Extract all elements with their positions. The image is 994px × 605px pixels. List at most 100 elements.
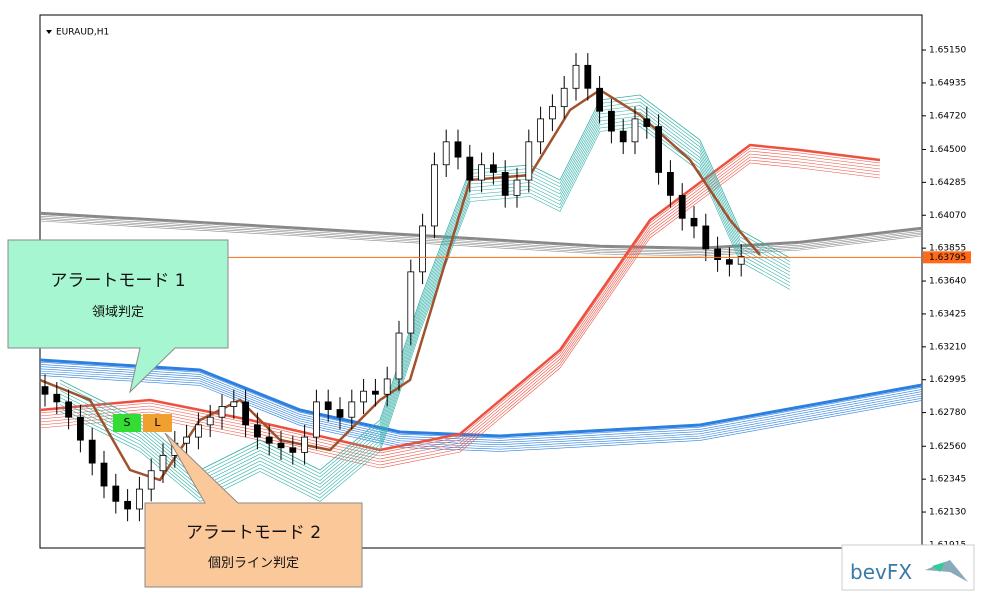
candle-body: [41, 386, 49, 395]
indicator-line: [39, 220, 923, 257]
candle-body: [442, 141, 450, 166]
candle-body: [619, 130, 627, 143]
candle-body: [336, 409, 344, 418]
indicator-line: [39, 147, 881, 454]
candle-body: [631, 118, 639, 143]
candle-body: [454, 141, 462, 158]
candle-body: [348, 401, 356, 418]
y-tick-label: 1.64070: [929, 211, 966, 221]
candle-body: [489, 164, 497, 173]
y-tick-label: 1.63210: [929, 342, 966, 352]
price-label: 1.63795: [929, 253, 966, 263]
symbol-label: EURAUD,H1: [56, 28, 109, 38]
candle-body: [88, 439, 96, 464]
candle-body: [549, 106, 556, 120]
candle-body: [702, 225, 710, 250]
y-tick-label: 1.63855: [929, 244, 966, 254]
candle-body: [360, 390, 368, 403]
y-tick-label: 1.62130: [929, 508, 966, 518]
indicator-line: [39, 370, 923, 448]
candle-body: [407, 271, 415, 334]
y-tick-label: 1.63425: [929, 309, 966, 319]
candle-body: [678, 194, 686, 219]
indicator-line: [39, 368, 923, 446]
indicator-line: [39, 361, 923, 439]
candle-body: [655, 126, 662, 173]
logo-text: bevFX: [850, 560, 913, 584]
candle-body: [147, 470, 155, 490]
y-tick-label: 1.62780: [929, 408, 966, 418]
candle-body: [395, 332, 403, 380]
candle-body: [218, 406, 226, 418]
y-tick-label: 1.64720: [929, 111, 966, 121]
long-button[interactable]: L: [143, 414, 172, 432]
candle-body: [584, 64, 592, 89]
candle-body: [419, 225, 427, 273]
short-button[interactable]: S: [113, 414, 141, 432]
symbol-menu-arrow[interactable]: [46, 30, 52, 34]
candle-body: [100, 462, 108, 487]
indicator-line: [39, 217, 923, 254]
candle-body: [289, 447, 297, 453]
y-tick-label: 1.62345: [929, 475, 966, 485]
y-tick-label: 1.62560: [929, 442, 966, 452]
indicator-line: [39, 211, 923, 250]
candle-body: [65, 401, 72, 418]
candle-body: [501, 172, 509, 196]
candle-body: [159, 455, 167, 472]
candle-body: [135, 488, 143, 510]
indicator-line: [39, 364, 923, 441]
price-label-box: [923, 251, 971, 264]
indicator-line: [39, 88, 761, 482]
candle-body: [608, 110, 615, 132]
y-tick-label: 1.63640: [929, 277, 966, 287]
callout-1-subtitle: 領域判定: [91, 305, 144, 320]
candle-body: [596, 87, 603, 112]
candle-body: [312, 401, 320, 438]
candle-body: [537, 118, 544, 143]
y-tick-label: 1.64285: [929, 178, 966, 188]
indicator-line: [39, 214, 923, 250]
candle-body: [513, 179, 521, 196]
candle-body: [124, 500, 131, 510]
callout-2-title: アラートモード 2: [185, 523, 322, 543]
candle-body: [230, 401, 238, 407]
candle-body: [77, 416, 84, 441]
candle-body: [194, 424, 202, 438]
callout-1-title: アラートモード 1: [50, 271, 186, 291]
candle-body: [714, 248, 721, 261]
candle-body: [277, 442, 285, 449]
candle-body: [466, 156, 474, 181]
logo-leaf: [932, 562, 945, 572]
candle-body: [112, 485, 120, 502]
y-tick-label: 1.64500: [929, 145, 966, 155]
candle-body: [478, 164, 486, 181]
logo-bird: [925, 560, 968, 582]
indicator-line: [39, 150, 881, 457]
indicator-line: [39, 358, 923, 438]
candle-body: [242, 401, 250, 426]
candle-body: [371, 390, 379, 395]
candle-body: [572, 64, 580, 89]
indicator-line: [39, 219, 923, 255]
candle-body: [560, 87, 568, 108]
y-tick-label: 1.64935: [929, 78, 966, 88]
candle-body: [430, 164, 438, 227]
candle-body: [667, 172, 674, 196]
indicator-line: [39, 366, 923, 443]
callout-1-box: [7, 239, 229, 394]
candle-body: [726, 259, 733, 265]
y-tick-label: 1.62995: [929, 375, 966, 385]
candle-body: [53, 393, 61, 403]
candle-body: [737, 256, 745, 265]
candle-body: [301, 436, 309, 453]
candle-body: [265, 436, 273, 444]
candle-body: [253, 424, 261, 438]
candles: [41, 53, 745, 522]
candle-body: [643, 118, 651, 127]
candle-body: [206, 416, 214, 426]
candle-body: [525, 141, 533, 181]
indicator-line: [39, 215, 923, 252]
indicator-line: [39, 375, 923, 452]
